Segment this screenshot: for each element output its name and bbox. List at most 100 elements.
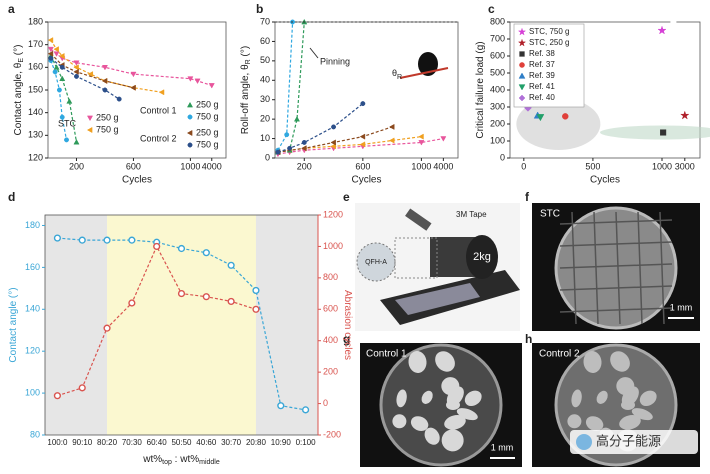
- x-axis-label: wt%top : wt%middle: [142, 454, 220, 467]
- y-tick-label: 300: [490, 101, 505, 111]
- x-tick-label: 1000: [180, 161, 200, 171]
- y-tick-label: 70: [260, 16, 270, 26]
- x-tick-label: 90:10: [72, 438, 93, 447]
- annotation: Pinning: [320, 56, 350, 66]
- panel-g-image: Control 1 1 mm: [360, 343, 522, 467]
- y-tick-label: 500: [490, 67, 505, 77]
- y-tick-label: 0: [265, 152, 270, 162]
- x-axis-label: Cycles: [590, 175, 620, 186]
- flake: [435, 351, 455, 372]
- y-axis-label: Roll-off angle, θR (°): [240, 46, 253, 134]
- y-tick-label: 600: [490, 50, 505, 60]
- label-part: Abrasion cycles: [342, 290, 353, 360]
- legend-label: 250 g: [196, 127, 219, 137]
- y2-tick-label: -200: [323, 429, 341, 439]
- data-point: [130, 84, 136, 91]
- data-point: [227, 261, 235, 269]
- y-tick-label: 30: [260, 94, 270, 104]
- legend-label: Ref. 39: [529, 71, 555, 80]
- flake: [444, 415, 466, 430]
- y-tick-label: 100: [490, 135, 505, 145]
- legend-group: Control 1: [140, 105, 177, 115]
- panel-e-illustration: 3M Tape 2kg QFH-A: [355, 203, 520, 331]
- region-bg: [45, 215, 108, 435]
- data-point: [657, 25, 667, 35]
- label-part: Contact angle, θ: [13, 62, 24, 135]
- tilted-surface: [399, 67, 449, 79]
- data-point: [73, 139, 80, 145]
- data-point: [78, 236, 86, 244]
- panel-label: b: [256, 2, 263, 16]
- y-tick-label: 60: [260, 36, 270, 46]
- data-point: [440, 136, 447, 142]
- x-tick-label: 30:70: [221, 438, 242, 447]
- flake: [616, 377, 635, 396]
- data-point: [287, 145, 293, 151]
- legend-label: STC, 750 g: [529, 27, 569, 36]
- y-tick-label: 0: [500, 152, 505, 162]
- data-point: [153, 242, 161, 251]
- x-tick-label: 20:80: [246, 438, 267, 447]
- data-point: [208, 83, 215, 89]
- x-tick-label: 100:0: [47, 438, 68, 447]
- label-part: middle: [199, 459, 220, 466]
- data-point: [64, 137, 69, 143]
- x-tick-label: 60:40: [147, 438, 168, 447]
- x-tick-label: 50:50: [171, 438, 192, 447]
- x-tick-label: 0:100: [296, 438, 317, 447]
- label-part: (°): [13, 45, 24, 58]
- data-point: [53, 234, 61, 242]
- y-tick-label: 700: [490, 33, 505, 43]
- y2-tick-label: 400: [323, 335, 338, 345]
- data-point: [518, 84, 526, 91]
- panel-h-image: Control 2 高分子能源: [532, 343, 700, 467]
- data-point: [187, 142, 193, 148]
- data-point: [101, 65, 108, 71]
- y-tick-label: 50: [260, 55, 270, 65]
- y-tick-label: 150: [28, 84, 43, 94]
- panel-label: h: [525, 332, 532, 346]
- droplet: [418, 52, 438, 76]
- data-point: [418, 133, 424, 140]
- y-tick-label: 40: [260, 75, 270, 85]
- data-point: [418, 140, 425, 146]
- data-point: [116, 96, 122, 102]
- legend-label: Ref. 41: [529, 82, 555, 91]
- legend-label: 750 g: [196, 139, 219, 149]
- region-bg: [255, 215, 318, 435]
- data-point: [186, 129, 193, 137]
- data-point: [103, 324, 111, 332]
- y-tick-label: 80: [30, 429, 40, 439]
- y2-tick-label: 0: [323, 398, 328, 408]
- data-point: [186, 101, 194, 108]
- panel-label: f: [525, 190, 530, 204]
- data-point: [74, 73, 79, 79]
- legend-label: 250 g: [96, 112, 119, 122]
- data-point: [52, 69, 58, 75]
- y-tick-label: 180: [28, 16, 43, 26]
- data-point: [59, 52, 65, 60]
- data-point: [227, 297, 235, 306]
- data-point: [187, 114, 193, 120]
- x-tick-label: 3000: [675, 161, 695, 171]
- flake: [639, 390, 657, 406]
- flake: [596, 390, 608, 404]
- data-point: [293, 116, 300, 122]
- data-point: [360, 101, 366, 107]
- y-tick-label: 140: [28, 107, 43, 117]
- x-tick-label: 500: [585, 161, 600, 171]
- legend-label: 750 g: [196, 111, 219, 121]
- plot-frame: [274, 21, 459, 159]
- scratch: [559, 307, 673, 313]
- flake: [421, 390, 433, 404]
- y2-tick-label: 600: [323, 304, 338, 314]
- x-tick-label: 40:60: [196, 438, 217, 447]
- data-point: [59, 114, 65, 120]
- panel-label: g: [343, 332, 350, 346]
- data-point: [103, 236, 111, 244]
- data-point: [389, 123, 395, 130]
- label-part: Critical failure load (g): [475, 41, 486, 138]
- data-point: [78, 384, 86, 392]
- x-tick-label: 200: [297, 161, 312, 171]
- y-tick-label: 200: [490, 118, 505, 128]
